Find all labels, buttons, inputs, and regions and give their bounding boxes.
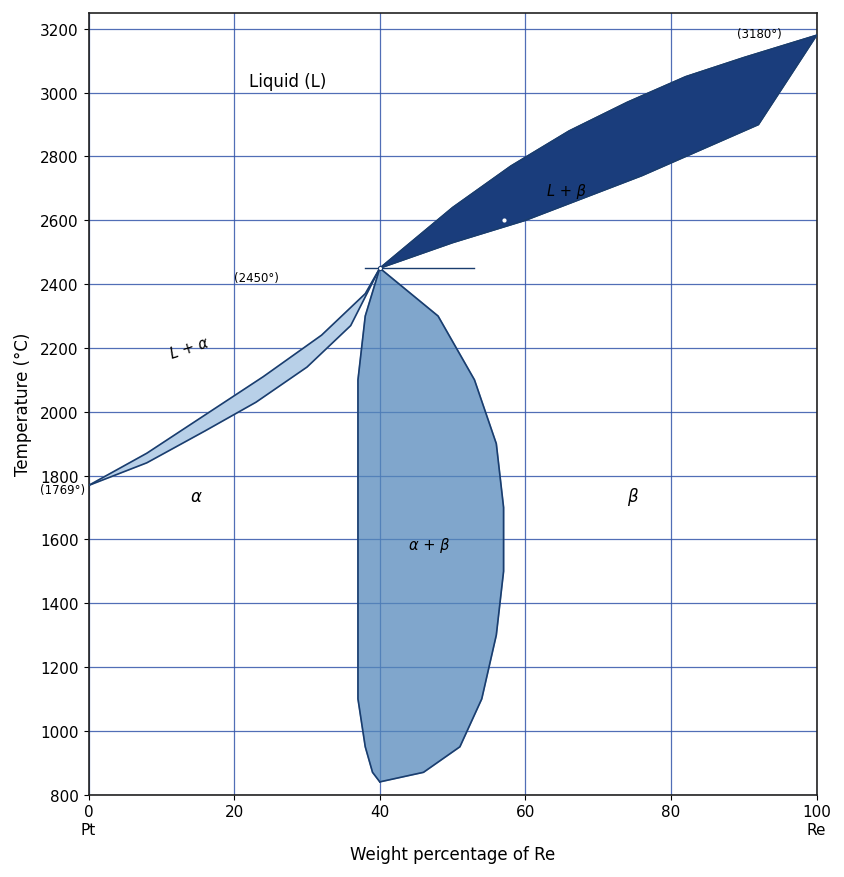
Text: α + β: α + β: [408, 538, 449, 553]
Text: (1769°): (1769°): [40, 483, 85, 496]
Text: (3180°): (3180°): [736, 28, 781, 40]
Text: (2450°): (2450°): [234, 272, 279, 285]
Polygon shape: [89, 269, 379, 486]
Polygon shape: [379, 36, 815, 269]
Text: L + β: L + β: [547, 183, 586, 198]
Text: L + α: L + α: [169, 335, 210, 361]
X-axis label: Weight percentage of Re: Weight percentage of Re: [349, 845, 555, 863]
Text: β: β: [626, 488, 637, 505]
Polygon shape: [358, 269, 503, 782]
Text: Liquid (L): Liquid (L): [248, 73, 326, 91]
Text: α: α: [190, 488, 201, 505]
Y-axis label: Temperature (°C): Temperature (°C): [14, 332, 32, 476]
